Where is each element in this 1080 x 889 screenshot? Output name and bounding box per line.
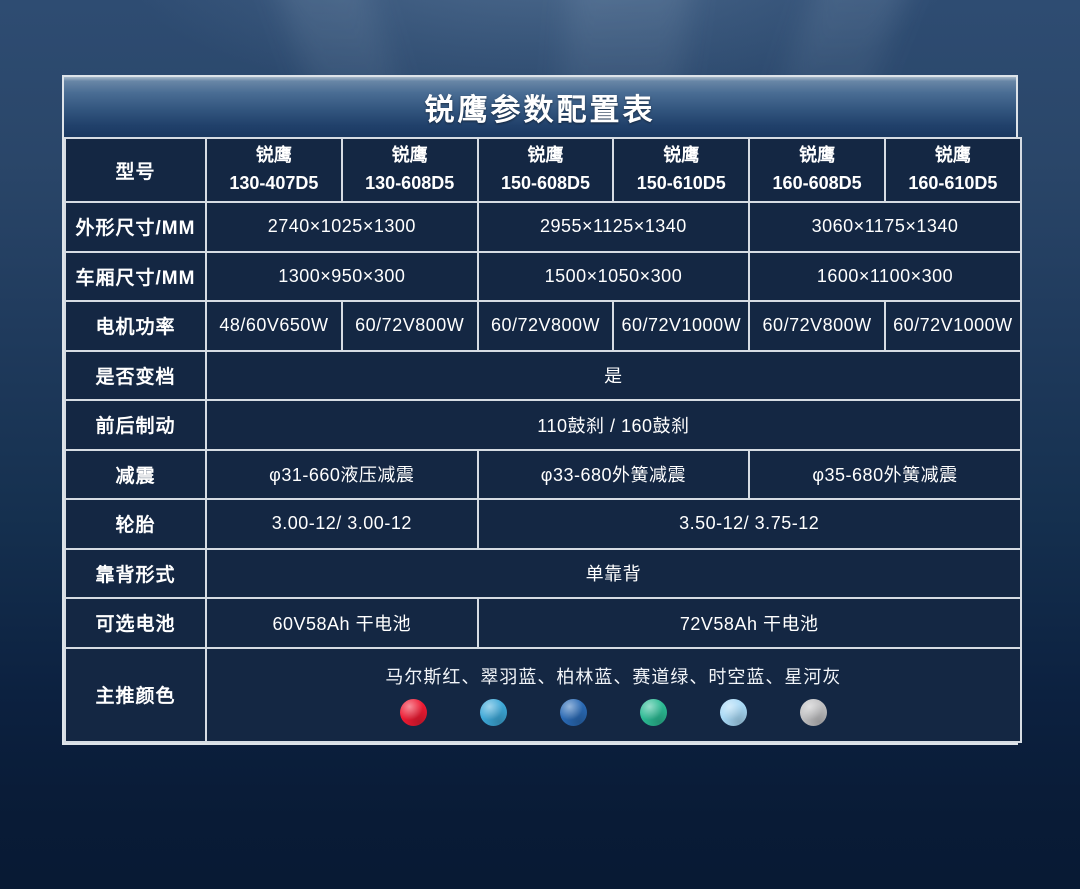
spec-panel: 锐鹰参数配置表 型号 锐鹰 130-407D5 锐鹰 130-608D5 <box>62 75 1022 745</box>
table-row-battery: 可选电池 60V58Ah 干电池 72V58Ah 干电池 <box>64 597 1022 649</box>
spec-cell: φ35-680外簧减震 <box>748 448 1022 500</box>
model-brand: 锐鹰 <box>391 145 428 166</box>
spec-cell: 3.50-12/ 3.75-12 <box>476 498 1022 550</box>
row-label: 外形尺寸/MM <box>64 201 207 253</box>
color-swatch-track-green <box>639 699 667 726</box>
spec-cell: 2955×1125×1340 <box>476 201 751 253</box>
model-brand: 锐鹰 <box>527 145 564 166</box>
color-swatch-berlin-blue <box>559 699 587 726</box>
table-row-colors: 主推颜色 马尔斯红、翠羽蓝、柏林蓝、赛道绿、时空蓝、星河灰 <box>64 646 1022 743</box>
spec-cell: 60V58Ah 干电池 <box>205 597 479 649</box>
row-label: 可选电池 <box>64 597 207 649</box>
spec-cell: φ31-660液压减震 <box>205 448 479 500</box>
spec-cell: 3.00-12/ 3.00-12 <box>205 498 479 550</box>
color-options-cell: 马尔斯红、翠羽蓝、柏林蓝、赛道绿、时空蓝、星河灰 <box>205 646 1022 743</box>
model-header-cell: 锐鹰 130-608D5 <box>340 137 479 203</box>
row-label: 轮胎 <box>64 498 207 550</box>
spec-cell: 1500×1050×300 <box>476 250 751 302</box>
color-swatch-spacetime-blue <box>719 699 747 726</box>
model-code: 160-610D5 <box>908 173 998 193</box>
row-label: 车厢尺寸/MM <box>64 250 207 302</box>
spec-cell: 60/72V800W <box>748 300 886 352</box>
spec-cell: 60/72V1000W <box>612 300 751 352</box>
row-label: 靠背形式 <box>64 547 207 599</box>
page-title: 锐鹰参数配置表 <box>424 94 656 127</box>
model-header-cell: 锐鹰 160-610D5 <box>883 137 1022 203</box>
spec-cell: 1300×950×300 <box>205 250 479 302</box>
color-swatch-group <box>211 699 1016 726</box>
model-brand: 锐鹰 <box>255 145 292 166</box>
model-brand: 锐鹰 <box>934 145 971 166</box>
model-code: 150-610D5 <box>636 173 726 193</box>
color-swatch-kingfisher-blue <box>479 699 507 726</box>
title-bar: 锐鹰参数配置表 <box>64 77 1016 137</box>
model-code: 150-608D5 <box>500 173 591 193</box>
model-code: 130-608D5 <box>365 173 455 193</box>
spec-cell: 60/72V800W <box>340 300 479 352</box>
spec-cell: 3060×1175×1340 <box>748 201 1022 253</box>
row-label: 主推颜色 <box>64 646 207 743</box>
table-row-suspension: 减震 φ31-660液压减震 φ33-680外簧减震 φ35-680外簧减震 <box>64 448 1022 500</box>
table-row-dimensions: 外形尺寸/MM 2740×1025×1300 2955×1125×1340 30… <box>64 201 1022 253</box>
table-row-motor-power: 电机功率 48/60V650W 60/72V800W 60/72V800W 60… <box>64 300 1022 352</box>
color-swatch-mars-red <box>399 699 427 726</box>
spec-cell: 1600×1100×300 <box>748 250 1022 302</box>
color-swatch-galaxy-gray <box>799 699 827 726</box>
row-label: 减震 <box>64 448 207 500</box>
table-row-tires: 轮胎 3.00-12/ 3.00-12 3.50-12/ 3.75-12 <box>64 498 1022 550</box>
header-label-model: 型号 <box>64 137 207 203</box>
table-row-cargo-dimensions: 车厢尺寸/MM 1300×950×300 1500×1050×300 1600×… <box>64 250 1022 302</box>
spec-cell: φ33-680外簧减震 <box>476 448 751 500</box>
color-names: 马尔斯红、翠羽蓝、柏林蓝、赛道绿、时空蓝、星河灰 <box>385 667 842 687</box>
row-label: 前后制动 <box>64 399 207 451</box>
model-header-row: 型号 锐鹰 130-407D5 锐鹰 130-608D5 锐鹰 150-608D… <box>64 137 1022 203</box>
spec-cell: 48/60V650W <box>205 300 343 352</box>
model-header-cell: 锐鹰 150-608D5 <box>476 137 615 203</box>
spec-cell: 2740×1025×1300 <box>205 201 479 253</box>
model-header-cell: 锐鹰 160-608D5 <box>748 137 886 203</box>
row-label: 是否变档 <box>64 349 207 401</box>
spec-cell: 是 <box>205 349 1022 401</box>
spec-cell: 单靠背 <box>205 547 1022 599</box>
model-brand: 锐鹰 <box>799 145 836 166</box>
model-code: 160-608D5 <box>772 173 862 193</box>
model-code: 130-407D5 <box>229 173 319 193</box>
model-header-cell: 锐鹰 150-610D5 <box>612 137 751 203</box>
spec-cell: 72V58Ah 干电池 <box>476 597 1022 649</box>
spec-cell: 60/72V800W <box>476 300 615 352</box>
model-brand: 锐鹰 <box>663 145 700 166</box>
spec-cell: 110鼓刹 / 160鼓刹 <box>205 399 1022 451</box>
model-header-cell: 锐鹰 130-407D5 <box>205 137 343 203</box>
spec-table: 型号 锐鹰 130-407D5 锐鹰 130-608D5 锐鹰 150-608D… <box>64 137 1022 743</box>
table-row-brakes: 前后制动 110鼓刹 / 160鼓刹 <box>64 399 1022 451</box>
spec-cell: 60/72V1000W <box>883 300 1022 352</box>
table-row-gear-shift: 是否变档 是 <box>64 349 1022 401</box>
row-label: 电机功率 <box>64 300 207 352</box>
table-row-backrest: 靠背形式 单靠背 <box>64 547 1022 599</box>
